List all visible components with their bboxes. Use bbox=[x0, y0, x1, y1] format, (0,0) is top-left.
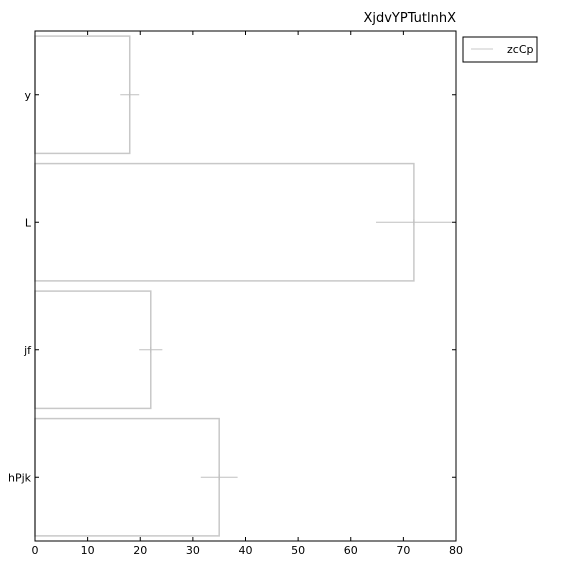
y-tick-label: jf bbox=[23, 344, 32, 357]
x-tick-label: 30 bbox=[186, 544, 200, 557]
bars-group bbox=[34, 35, 415, 537]
x-tick-label: 50 bbox=[291, 544, 305, 557]
x-tick-label: 40 bbox=[239, 544, 253, 557]
y-tick-label: L bbox=[25, 216, 32, 229]
chart-title: XjdvYPTutlnhX bbox=[363, 11, 456, 26]
y-tick-label: y bbox=[24, 89, 31, 102]
x-tick-label: 10 bbox=[81, 544, 95, 557]
legend: zcCp bbox=[462, 36, 538, 63]
error-bars-group bbox=[120, 91, 452, 481]
x-axis-ticks: 0 10 20 30 40 50 60 70 80 bbox=[32, 31, 463, 557]
bar-y bbox=[34, 35, 131, 155]
bar-hPjk bbox=[34, 417, 220, 537]
y-axis-ticks: y Ljf hPjk bbox=[8, 89, 456, 484]
legend-label: zcCp bbox=[507, 43, 534, 56]
x-tick-label: 0 bbox=[32, 544, 39, 557]
x-tick-label: 80 bbox=[449, 544, 463, 557]
bar-L bbox=[34, 162, 415, 282]
y-tick-label: hPjk bbox=[8, 471, 32, 484]
x-tick-label: 60 bbox=[344, 544, 358, 557]
bar-jf bbox=[34, 290, 152, 410]
x-tick-label: 20 bbox=[133, 544, 147, 557]
x-tick-label: 70 bbox=[396, 544, 410, 557]
